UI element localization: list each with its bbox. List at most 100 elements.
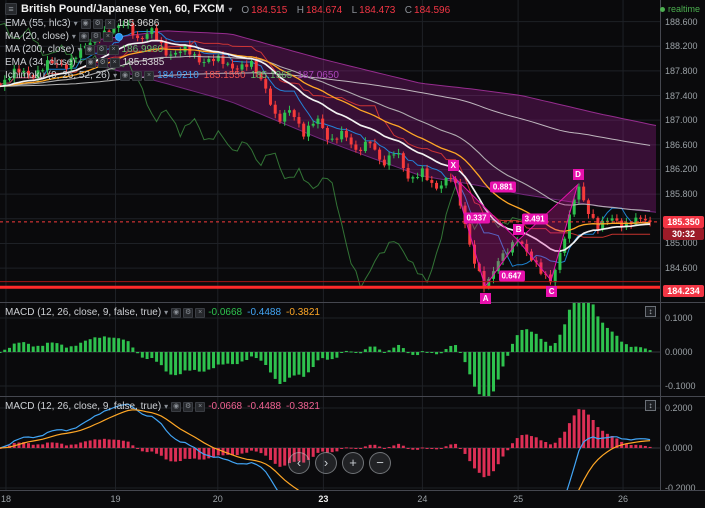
indicator-label[interactable]: MA (20, close) [5, 31, 69, 42]
gear-icon[interactable]: ⚙ [183, 307, 194, 318]
indicator-controls: ◉ ⚙ × [84, 44, 119, 55]
price-axis-label: 188.200 [665, 41, 698, 52]
pattern-point-label[interactable]: C [546, 286, 558, 298]
pattern-point-label[interactable]: A [480, 292, 492, 304]
indicator-controls: ◉ ⚙ × [78, 31, 123, 42]
indicator-legend-row[interactable]: MA (200, close) ▾ ◉ ⚙ × 186.9960 [5, 43, 339, 56]
macd-legend-row[interactable]: MACD (12, 26, close, 9, false, true) ▾ ◉… [5, 306, 320, 319]
ohlc-label: C [404, 5, 413, 16]
pane-resize-handle[interactable] [0, 396, 705, 397]
indicator-values: 186.9960 [122, 44, 164, 55]
indicator-label[interactable]: EMA (55, hlc3) [5, 18, 71, 29]
indicator-values: -0.0668 -0.4488 -0.3821 [208, 307, 320, 318]
ohlc-label: H [296, 5, 304, 16]
color-swatch[interactable] [114, 32, 123, 41]
menu-icon[interactable]: ≡ [5, 3, 17, 15]
scroll-left-button[interactable]: ‹ [288, 452, 310, 474]
indicator-value: -0.3821 [286, 307, 320, 318]
gear-icon[interactable]: ⚙ [96, 44, 107, 55]
pattern-point-label[interactable]: D [572, 168, 584, 180]
symbol-title[interactable]: British Pound/Japanese Yen, 60, FXCM [21, 3, 225, 15]
chevron-down-icon[interactable]: ▾ [228, 4, 233, 14]
price-axis-label: 185.000 [665, 238, 698, 249]
scroll-right-button[interactable]: › [315, 452, 337, 474]
close-icon[interactable]: × [109, 57, 120, 68]
indicator-values: 185.5385 [123, 57, 165, 68]
indicator-values: -0.0668 -0.4488 -0.3821 [208, 401, 320, 412]
time-axis[interactable]: 18 19 20 23 24 25 26 [0, 491, 705, 508]
ohlc-value: 184.515 [251, 5, 288, 16]
indicator-legend-row[interactable]: Ichimoku (9, 26, 52, 26) ▾ ◉ ⚙ × 184.9210 1… [5, 69, 339, 82]
eye-icon[interactable]: ◉ [85, 57, 96, 68]
price-axis-label: 185.800 [665, 189, 698, 200]
close-icon[interactable]: × [108, 44, 119, 55]
close-icon[interactable]: × [104, 18, 115, 29]
zoom-out-button[interactable]: − [369, 452, 391, 474]
close-icon[interactable]: × [144, 70, 155, 81]
eye-icon[interactable]: ◉ [80, 18, 91, 29]
pane-resize-handle[interactable] [0, 302, 705, 303]
indicator-label[interactable]: MACD (12, 26, close, 9, false, true) [5, 307, 162, 318]
indicator-label[interactable]: Ichimoku (9, 26, 52, 26) [5, 70, 111, 81]
time-axis-label: 23 [318, 494, 329, 504]
ohlc-value: 184.596 [414, 5, 451, 16]
eye-icon[interactable]: ◉ [171, 307, 182, 318]
eye-icon[interactable]: ◉ [120, 70, 131, 81]
indicator-value: 185.1965 [250, 70, 293, 81]
indicator-legend-row[interactable]: EMA (55, hlc3) ▾ ◉ ⚙ × 185.9686 [5, 17, 339, 30]
pane-collapse-button[interactable]: ↕ [645, 306, 656, 317]
close-icon[interactable]: × [102, 31, 113, 42]
time-axis-label: 26 [618, 494, 629, 504]
pattern-point-label[interactable]: B [513, 224, 525, 236]
chart-navigation: ‹ › + − [288, 452, 391, 474]
zoom-in-button[interactable]: + [342, 452, 364, 474]
axis-divider [0, 490, 705, 491]
indicator-legend-row[interactable]: EMA (34, close) ▾ ◉ ⚙ × 185.5385 [5, 56, 339, 69]
indicator-value: -0.4488 [247, 401, 282, 412]
price-axis-label: 186.200 [665, 164, 698, 175]
ohlc-value: 184.473 [359, 5, 396, 16]
indicator-value: 185.5385 [122, 57, 165, 68]
gear-icon[interactable]: ⚙ [132, 70, 143, 81]
indicator-value: 185.1550 [203, 70, 246, 81]
price-axis-label: 186.600 [665, 139, 698, 150]
gear-icon[interactable]: ⚙ [183, 401, 194, 412]
realtime-status: realtime [659, 4, 700, 14]
gear-icon[interactable]: ⚙ [92, 18, 103, 29]
indicator-legend-row[interactable]: MA (20, close) ▾ ◉ ⚙ × [5, 30, 339, 43]
chevron-down-icon: ▾ [78, 58, 83, 67]
indicator-controls: ◉ ⚙ × [80, 18, 115, 29]
gear-icon[interactable]: ⚙ [97, 57, 108, 68]
indicator-label[interactable]: MA (200, close) [5, 44, 75, 55]
indicator-controls: ◉ ⚙ × [85, 57, 120, 68]
eye-icon[interactable]: ◉ [171, 401, 182, 412]
pattern-ratio-label: 0.647 [498, 270, 525, 282]
macd-axis-label: -0.1000 [665, 381, 696, 391]
close-icon[interactable]: × [195, 307, 206, 318]
chevron-down-icon: ▾ [73, 19, 78, 28]
ohlc-label: L [351, 5, 358, 16]
pattern-point-label[interactable]: X [447, 159, 459, 171]
indicator-value: 184.9210 [157, 70, 199, 81]
macd-legend-row[interactable]: MACD (12, 26, close, 9, false, true) ▾ ◉… [5, 400, 320, 413]
gear-icon[interactable]: ⚙ [90, 31, 101, 42]
pane-collapse-button[interactable]: ↕ [645, 400, 656, 411]
pattern-ratio-label: 0.337 [463, 212, 490, 224]
eye-icon[interactable]: ◉ [84, 44, 95, 55]
price-axis[interactable]: 188.600 188.200 187.800 187.400 187.000 186.6… [660, 0, 705, 493]
eye-icon[interactable]: ◉ [78, 31, 89, 42]
indicator-value: -0.3821 [286, 401, 320, 412]
indicator-label[interactable]: EMA (34, close) [5, 57, 76, 68]
close-icon[interactable]: × [195, 401, 206, 412]
macd-axis-label: 0.2000 [665, 403, 693, 413]
chevron-down-icon: ▾ [77, 45, 82, 54]
indicator-controls: ◉ ⚙ × [171, 307, 206, 318]
price-axis-label: 187.400 [665, 90, 698, 101]
price-axis-label: 187.000 [665, 115, 698, 126]
macd-pane-1[interactable] [0, 303, 660, 396]
price-axis-label: 184.600 [665, 263, 698, 274]
time-axis-label: 20 [212, 494, 223, 504]
indicator-label[interactable]: MACD (12, 26, close, 9, false, true) [5, 401, 162, 412]
price-axis-label: 187.800 [665, 65, 698, 76]
